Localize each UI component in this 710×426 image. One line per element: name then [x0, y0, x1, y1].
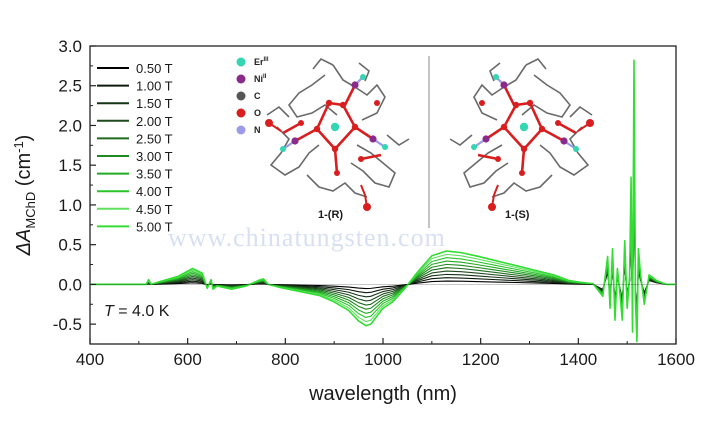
atom-er-oxidation: III	[264, 57, 269, 63]
molecule-structure-r	[265, 57, 410, 211]
atom-er-label: Er	[254, 57, 264, 67]
atom-legend-ni: NiII	[236, 74, 267, 84]
y-axis-title-unit: (cm	[13, 153, 35, 192]
atom-c-label: C	[254, 91, 261, 101]
axis-ticks: 400 600 800 1000 1200 1400 1600 3.0 2.5 2.0 1.5 1.0…	[53, 37, 695, 369]
atom-n-label: N	[254, 125, 261, 135]
legend-label: 4.00 T	[136, 184, 173, 199]
svg-text:NiII: NiII	[254, 74, 267, 84]
legend-label: 3.50 T	[136, 167, 173, 182]
legend-label: 1.50 T	[136, 96, 173, 111]
legend-label: 4.50 T	[136, 202, 173, 217]
temperature-symbol: T	[104, 303, 115, 320]
y-tick-label: 1.0	[58, 196, 82, 215]
x-tick-label: 800	[271, 350, 299, 369]
atom-legend: ErIII NiII C O N	[236, 57, 269, 135]
atom-legend-o: O	[236, 108, 261, 118]
legend-label: 1.00 T	[136, 79, 173, 94]
atom-ni-icon	[236, 74, 246, 84]
atom-legend-c: C	[236, 91, 261, 101]
legend-label: 0.50 T	[136, 61, 173, 76]
atom-o-icon	[236, 108, 246, 118]
atom-legend-n: N	[236, 125, 261, 135]
y-tick-label: 2.5	[58, 77, 82, 96]
svg-text:ErIII: ErIII	[254, 57, 269, 67]
atom-n-icon	[236, 125, 246, 135]
atom-legend-er: ErIII	[236, 57, 269, 67]
y-tick-label: 0.0	[58, 275, 82, 294]
atom-c-icon	[236, 91, 246, 101]
legend-label: 3.00 T	[136, 149, 173, 164]
temperature-value: = 4.0 K	[114, 303, 170, 320]
y-axis-title-exp: -1	[11, 141, 26, 153]
y-axis-title-sub: MChD	[23, 192, 38, 229]
y-axis-title-delta: ΔA	[13, 229, 35, 257]
x-tick-label: 400	[76, 350, 104, 369]
legend-label: 2.00 T	[136, 114, 173, 129]
atom-ni-label: Ni	[254, 74, 263, 84]
series-line-5-00-T	[90, 59, 676, 343]
structure-label-r: 1-(R)	[318, 209, 343, 221]
x-tick-label: 600	[173, 350, 201, 369]
x-axis-title: wavelength (nm)	[308, 383, 457, 405]
legend-label: 2.50 T	[136, 131, 173, 146]
y-tick-label: 2.0	[58, 116, 82, 135]
y-axis-title: ΔAMChD (cm-1)	[11, 135, 38, 257]
series-layer	[90, 59, 676, 343]
x-tick-label: 1600	[657, 350, 695, 369]
x-tick-label: 1200	[462, 350, 500, 369]
field-legend: 0.50 T 1.00 T 1.50 T 2.00 T 2.50 T 3.00 T 3.50…	[97, 61, 173, 234]
atom-ni-oxidation: II	[263, 74, 267, 80]
y-tick-label: -0.5	[53, 315, 82, 334]
molecule-structure-s	[449, 57, 594, 211]
y-tick-label: 0.5	[58, 236, 82, 255]
watermark-text: www.chinatungsten.com	[168, 223, 446, 252]
temperature-label: T = 4.0 K	[104, 303, 170, 320]
legend-label: 5.00 T	[136, 219, 173, 234]
x-tick-label: 1400	[559, 350, 597, 369]
y-tick-label: 3.0	[58, 37, 82, 56]
structure-label-s: 1-(S)	[505, 209, 530, 221]
atom-er-icon	[236, 57, 246, 67]
x-tick-label: 1000	[364, 350, 402, 369]
y-axis-title-close: )	[13, 135, 35, 142]
y-tick-label: 1.5	[58, 156, 82, 175]
atom-o-label: O	[254, 108, 261, 118]
